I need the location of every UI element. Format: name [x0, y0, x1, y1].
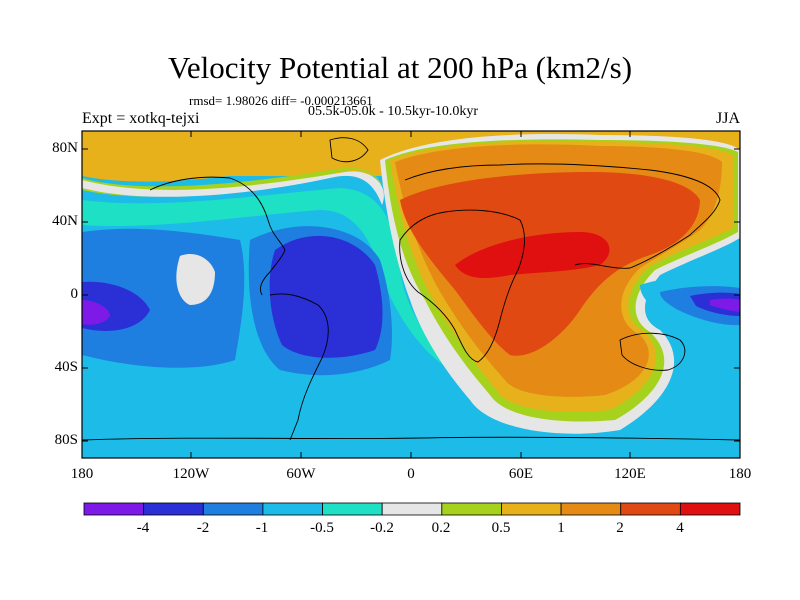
lat-tick-80n: 80N	[52, 140, 78, 156]
lon-tick-180e: 180	[728, 466, 752, 482]
colorbar-label-4: -0.2	[370, 520, 394, 536]
field-arctic-west	[82, 131, 395, 182]
field-purple-pacific	[82, 300, 110, 325]
coastlines	[82, 137, 740, 441]
colorbar-swatch	[262, 502, 323, 516]
map-title: Velocity Potential at 200 hPa (km2/s)	[167, 50, 633, 85]
field-purple-wpacific	[710, 298, 740, 312]
colorbar-swatch	[83, 502, 145, 516]
contour-field	[82, 131, 740, 458]
lat-tick-40s: 40S	[54, 359, 78, 375]
colorbar-label-2: -1	[255, 520, 269, 536]
colorbar-swatch	[143, 502, 204, 516]
colorbar-swatch	[560, 502, 622, 516]
colorbar-label-3: -0.5	[310, 520, 334, 536]
coast-eurasia	[404, 163, 721, 269]
colorbar-swatch	[441, 502, 502, 516]
stats-line: rmsd= 1.98026 diff= -0.000213661	[189, 93, 373, 108]
colorbar-label-5: 0.2	[431, 520, 451, 536]
coast-antarctica	[82, 436, 740, 441]
field-white-band	[82, 171, 384, 205]
coast-north-america	[149, 176, 286, 296]
field-teal-band	[82, 188, 450, 370]
colorbar-swatch	[620, 502, 681, 516]
colorbar-swatch	[679, 502, 741, 516]
colorbar-label-0: -4	[136, 520, 150, 536]
season-label: JJA	[715, 110, 740, 127]
lon-tick-120w: 120W	[172, 466, 210, 482]
lat-tick-0: 0	[70, 286, 79, 302]
experiment-label: Expt = xotkq-tejxi	[82, 110, 200, 127]
period-label: 05.5k-05.0k - 10.5kyr-10.0kyr	[308, 104, 479, 119]
colorbar-label-7: 1	[557, 520, 565, 536]
lon-tick-120e: 120E	[614, 466, 646, 482]
lon-tick-0: 0	[407, 466, 415, 482]
lon-tick-180w: 180	[70, 466, 94, 482]
colorbar-swatch	[202, 502, 264, 516]
lon-tick-60e: 60E	[508, 466, 534, 482]
colorbar-swatch	[381, 502, 443, 516]
colorbar-label-9: 4	[676, 520, 684, 536]
colorbar-label-6: 0.5	[491, 520, 511, 536]
colorbar-label-8: 2	[616, 520, 624, 536]
colorbar	[83, 502, 741, 516]
lat-tick-40n: 40N	[52, 213, 78, 229]
colorbar-swatch	[322, 502, 383, 516]
field-white-anomaly	[176, 253, 215, 305]
field-darkblue-atlantic	[269, 235, 383, 358]
colorbar-swatch	[501, 502, 562, 516]
lat-tick-80s: 80S	[54, 432, 78, 448]
coast-south-america	[269, 293, 329, 441]
lon-tick-60w: 60W	[286, 466, 316, 482]
coast-africa	[399, 209, 525, 363]
coast-greenland	[329, 137, 369, 163]
colorbar-label-1: -2	[196, 520, 210, 536]
axis-ticks	[82, 131, 740, 458]
field-red-core	[455, 232, 610, 278]
field-green-band	[82, 167, 385, 197]
coast-australia	[619, 332, 686, 371]
